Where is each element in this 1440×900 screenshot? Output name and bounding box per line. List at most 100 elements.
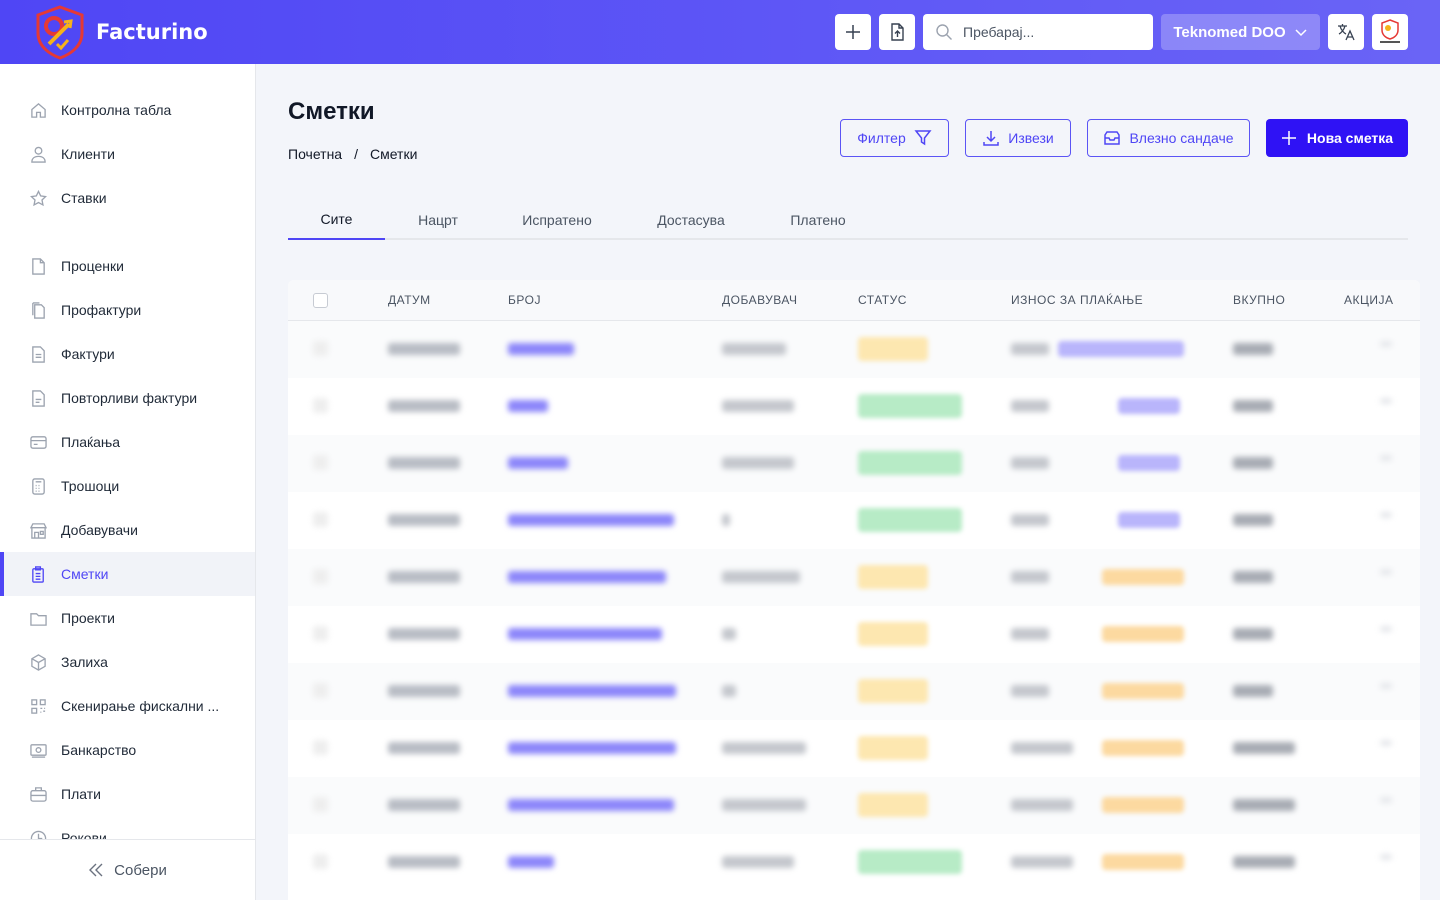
bill-number-link[interactable] (508, 343, 574, 355)
sidebar-item-invoice[interactable]: Фактури (0, 332, 255, 376)
row-checkbox[interactable] (313, 626, 328, 641)
row-actions-button[interactable] (1380, 797, 1392, 803)
row-actions-button[interactable] (1380, 512, 1392, 518)
supplier-cell (722, 856, 794, 868)
select-all-checkbox[interactable] (313, 293, 328, 308)
user-avatar[interactable] (1372, 14, 1408, 50)
row-actions-button[interactable] (1380, 398, 1392, 404)
due-badge (1118, 512, 1180, 528)
sidebar-item-user[interactable]: Клиенти (0, 132, 255, 176)
table-row[interactable] (288, 777, 1420, 834)
col-status[interactable]: СТАТУС (858, 293, 907, 307)
status-badge (858, 394, 962, 418)
tab-2[interactable]: Испратено (522, 212, 592, 228)
tab-1[interactable]: Нацрт (418, 212, 458, 228)
sidebar-item-banknote[interactable]: Банкарство (0, 728, 255, 772)
bill-number-link[interactable] (508, 742, 676, 754)
total-cell (1233, 571, 1273, 583)
export-label: Извези (1008, 130, 1054, 146)
sidebar-item-clipboard[interactable]: Сметки (0, 552, 255, 596)
store-icon (30, 522, 47, 539)
bill-number-link[interactable] (508, 856, 554, 868)
sidebar-item-documents[interactable]: Профактури (0, 288, 255, 332)
total-cell (1233, 400, 1273, 412)
col-amount-due[interactable]: ИЗНОС ЗА ПЛАЌАЊЕ (1011, 293, 1144, 307)
add-button[interactable] (835, 14, 871, 50)
table-row[interactable] (288, 435, 1420, 492)
search-input[interactable] (963, 24, 1133, 40)
col-total[interactable]: ВКУПНО (1233, 293, 1286, 307)
tab-3[interactable]: Достасува (657, 212, 725, 228)
sidebar-item-cube[interactable]: Залиха (0, 640, 255, 684)
row-actions-button[interactable] (1380, 341, 1392, 347)
row-checkbox[interactable] (313, 512, 328, 527)
collapse-sidebar-button[interactable]: Собери (0, 839, 255, 900)
facturino-logo[interactable] (33, 4, 87, 60)
bill-number-link[interactable] (508, 571, 666, 583)
bill-number-link[interactable] (508, 685, 676, 697)
row-actions-button[interactable] (1380, 455, 1392, 461)
export-button[interactable]: Извези (965, 119, 1071, 157)
breadcrumb-separator: / (354, 146, 358, 162)
breadcrumb-home[interactable]: Почетна (288, 146, 343, 162)
sidebar-item-recurring-invoice[interactable]: Повторливи фактури (0, 376, 255, 420)
total-cell (1233, 514, 1273, 526)
supplier-cell (722, 514, 730, 526)
row-checkbox[interactable] (313, 740, 328, 755)
language-button[interactable] (1328, 14, 1364, 50)
company-selector[interactable]: Teknomed DOO (1161, 14, 1320, 50)
row-actions-button[interactable] (1380, 740, 1392, 746)
bill-number-link[interactable] (508, 628, 662, 640)
bill-number-link[interactable] (508, 457, 568, 469)
row-actions-button[interactable] (1380, 626, 1392, 632)
search-box[interactable] (923, 14, 1153, 50)
col-number[interactable]: БРОЈ (508, 293, 541, 307)
table-row[interactable] (288, 321, 1420, 378)
table-row[interactable] (288, 720, 1420, 777)
sidebar-item-qr[interactable]: Скенирање фискални ... (0, 684, 255, 728)
row-checkbox[interactable] (313, 797, 328, 812)
tab-4[interactable]: Платено (790, 212, 846, 228)
table-row[interactable] (288, 378, 1420, 435)
row-checkbox[interactable] (313, 341, 328, 356)
date-cell (388, 628, 460, 640)
filter-button[interactable]: Филтер (840, 119, 949, 157)
sidebar-item-calculator[interactable]: Трошоци (0, 464, 255, 508)
inbox-button[interactable]: Влезно сандаче (1087, 119, 1250, 157)
sidebar-item-document[interactable]: Проценки (0, 244, 255, 288)
row-checkbox[interactable] (313, 455, 328, 470)
col-supplier[interactable]: ДОБАВУВАЧ (722, 293, 798, 307)
new-bill-button[interactable]: Нова сметка (1266, 119, 1408, 157)
row-checkbox[interactable] (313, 569, 328, 584)
upload-file-button[interactable] (879, 14, 915, 50)
sidebar-item-folder[interactable]: Проекти (0, 596, 255, 640)
bill-number-link[interactable] (508, 799, 674, 811)
table-row[interactable] (288, 492, 1420, 549)
table-row[interactable] (288, 606, 1420, 663)
plus-icon (1281, 131, 1296, 145)
table-row[interactable] (288, 663, 1420, 720)
row-checkbox[interactable] (313, 683, 328, 698)
row-actions-button[interactable] (1380, 683, 1392, 689)
sidebar-item-store[interactable]: Добавувачи (0, 508, 255, 552)
bill-number-link[interactable] (508, 514, 674, 526)
amount-due-cell (1011, 742, 1073, 754)
tab-0[interactable]: Сите (288, 200, 385, 240)
due-badge (1102, 626, 1184, 642)
row-checkbox[interactable] (313, 398, 328, 413)
chevron-down-icon (1295, 29, 1307, 37)
status-badge (858, 679, 928, 703)
sidebar-item-home[interactable]: Контролна табла (0, 88, 255, 132)
row-checkbox[interactable] (313, 854, 328, 869)
row-actions-button[interactable] (1380, 569, 1392, 575)
amount-due-cell (1011, 628, 1049, 640)
table-row[interactable] (288, 549, 1420, 606)
bill-number-link[interactable] (508, 400, 548, 412)
sidebar-item-star[interactable]: Ставки (0, 176, 255, 220)
sidebar-item-credit-card[interactable]: Плаќања (0, 420, 255, 464)
sidebar-item-briefcase[interactable]: Плати (0, 772, 255, 816)
col-date[interactable]: ДАТУМ (388, 293, 431, 307)
row-actions-button[interactable] (1380, 854, 1392, 860)
table-row[interactable] (288, 834, 1420, 891)
status-badge (858, 793, 928, 817)
